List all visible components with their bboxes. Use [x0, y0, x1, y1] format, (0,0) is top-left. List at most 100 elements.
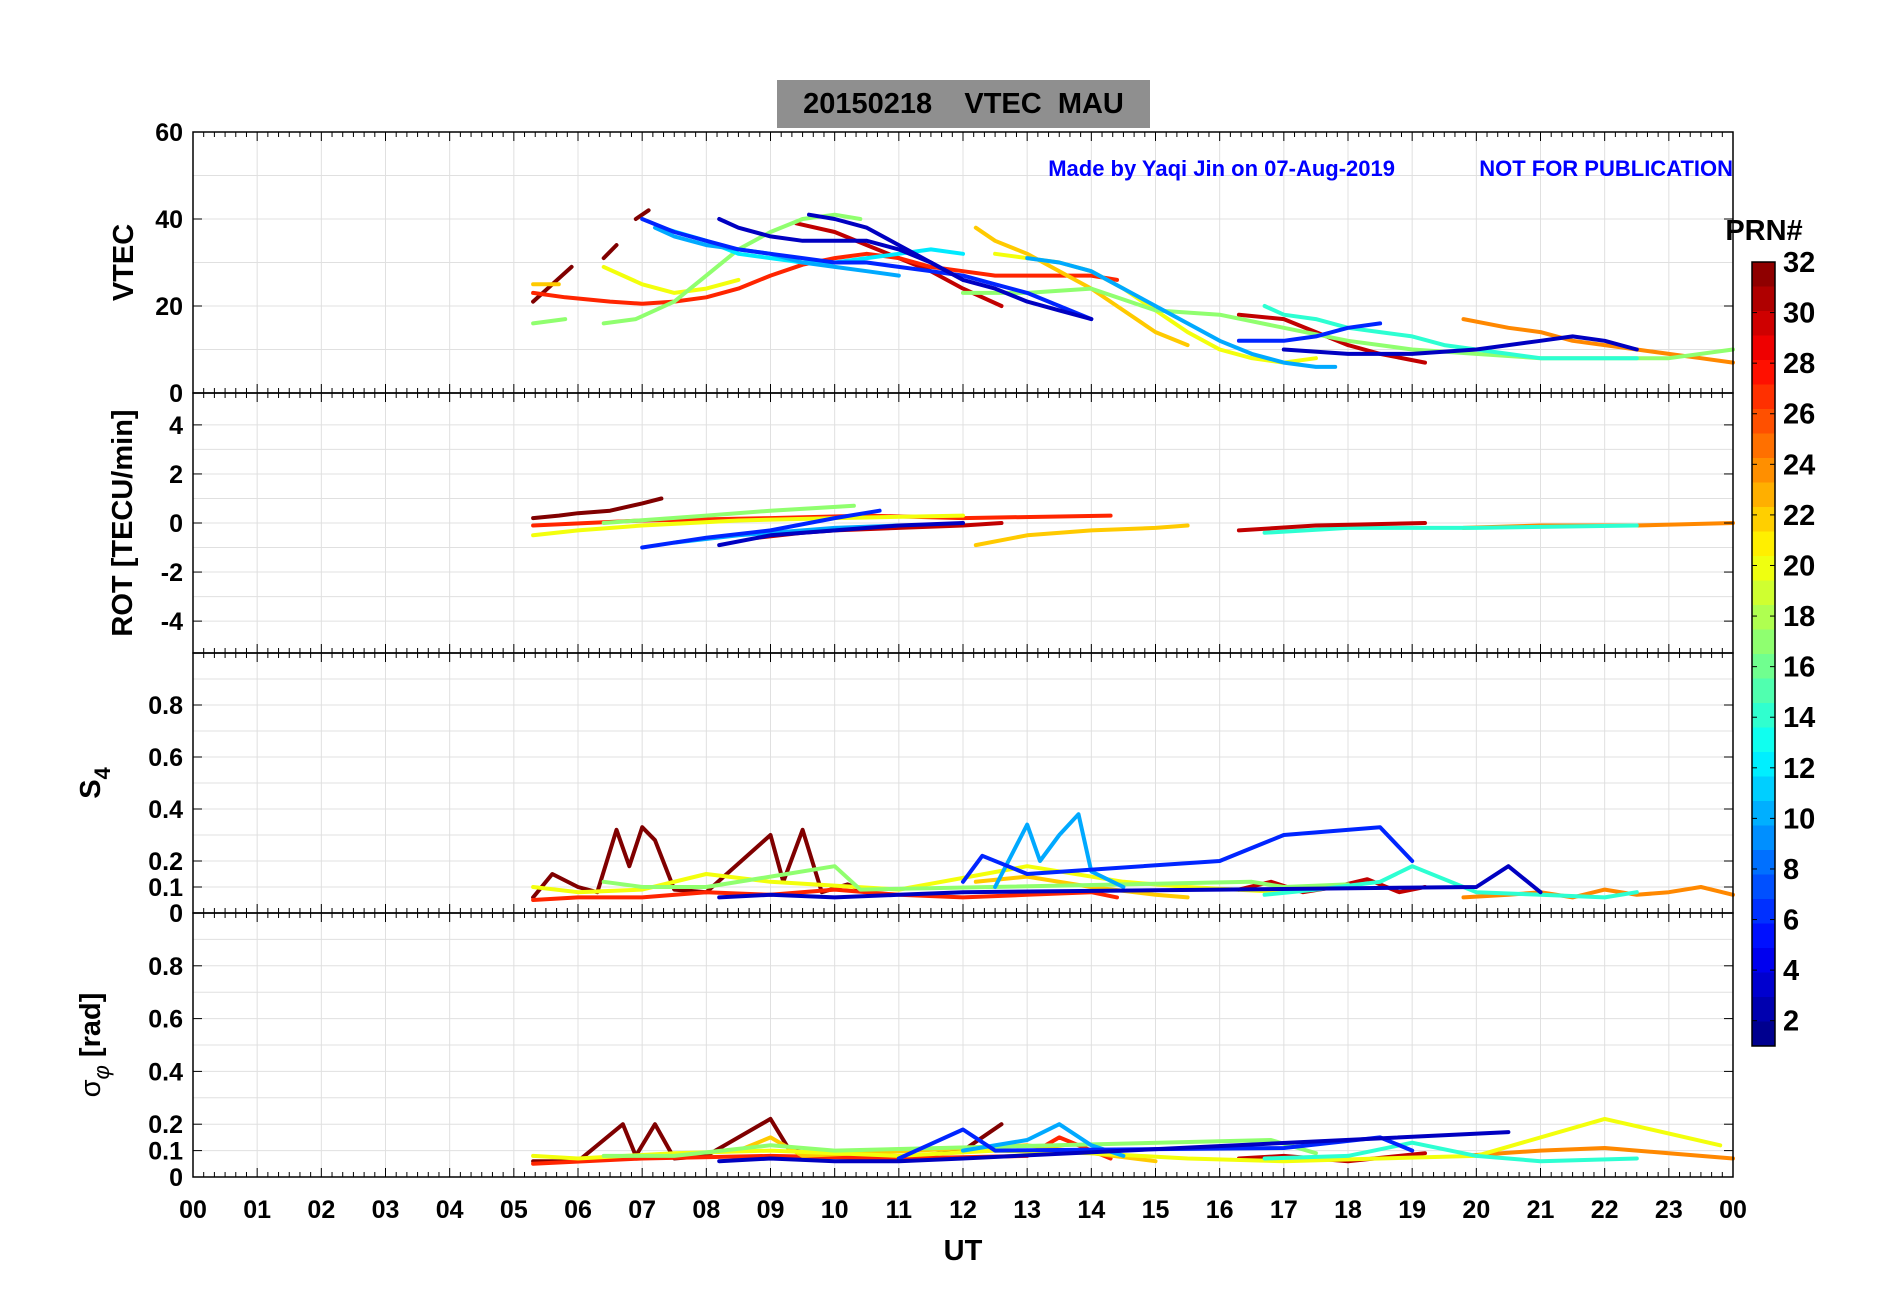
- grid: [193, 132, 1733, 393]
- series-line: [717, 864, 1543, 900]
- grid: [193, 913, 1733, 1177]
- y-tick-label: 0.2: [148, 848, 183, 876]
- x-tick-label: 04: [436, 1196, 464, 1224]
- colorbar-tick-label: 4: [1783, 955, 1799, 987]
- series-line: [1025, 256, 1338, 369]
- chart-title: 20150218 VTEC MAU: [777, 80, 1150, 128]
- series-line: [717, 1130, 1511, 1164]
- x-ticks: [192, 913, 1734, 1177]
- x-tick-label: 21: [1527, 1196, 1555, 1224]
- x-tick-label: 02: [307, 1196, 335, 1224]
- y-tick-label: 0: [169, 380, 183, 408]
- x-tick-label: 07: [628, 1196, 656, 1224]
- y-tick-label: 2: [169, 461, 183, 489]
- x-tick-label: 15: [1142, 1196, 1170, 1224]
- series-line: [1281, 334, 1639, 356]
- x-tick-label: 03: [372, 1196, 400, 1224]
- series-line: [531, 825, 876, 900]
- x-tick-label: 08: [692, 1196, 720, 1224]
- x-ticks: [192, 653, 1734, 913]
- x-tick-label: 13: [1013, 1196, 1041, 1224]
- y-tick-label: 0.6: [148, 1006, 183, 1034]
- colorbar-tick-label: 22: [1783, 500, 1815, 532]
- y-tick-label: 0.4: [148, 796, 183, 824]
- x-tick-label: 16: [1206, 1196, 1234, 1224]
- x-tick-label: 09: [757, 1196, 785, 1224]
- colorbar-tick-label: 24: [1783, 449, 1815, 481]
- series-line: [717, 521, 965, 548]
- panel-1: 60 40 20 0 VTEC Made by Yaqi Jin on 07-Aug-20…: [108, 119, 1735, 408]
- x-tick-label: 00: [1719, 1196, 1747, 1224]
- grid: [193, 653, 1733, 913]
- y-tick-label: 0: [169, 900, 183, 928]
- series-line: [640, 508, 882, 550]
- x-tick-label: 10: [821, 1196, 849, 1224]
- series-line: [973, 225, 1190, 348]
- series-line: [973, 874, 1190, 900]
- series-line: [601, 243, 619, 261]
- y-tick-label: 0.6: [148, 744, 183, 772]
- x-tick-label: 05: [500, 1196, 528, 1224]
- x-ticks: [192, 132, 1734, 393]
- series-line: [1262, 523, 1639, 535]
- series-line: [1262, 304, 1639, 361]
- colorbar-label: PRN#: [1725, 215, 1802, 247]
- colorbar-tick-label: 10: [1783, 803, 1815, 835]
- grid: [193, 393, 1733, 653]
- series-line: [1262, 1140, 1639, 1164]
- x-tick-label: 06: [564, 1196, 592, 1224]
- series-line: [531, 887, 1119, 902]
- y-tick-label: 0.1: [148, 1138, 183, 1166]
- series-line: [1236, 321, 1383, 343]
- series-line: [640, 217, 1094, 322]
- x-tick-label: 22: [1591, 1196, 1619, 1224]
- colorbar-tick-label: 28: [1783, 348, 1815, 380]
- y-axis-label: S4: [75, 766, 115, 798]
- y-tick-label: 0.8: [148, 692, 183, 720]
- y-axis-label: VTEC: [108, 224, 140, 301]
- y-tick-label: 40: [155, 206, 183, 234]
- y-axis-label: ROT [TECU/min]: [107, 409, 139, 636]
- series-line: [1461, 1146, 1735, 1161]
- y-tick-label: 0.8: [148, 953, 183, 981]
- y-tick-label: 20: [155, 293, 183, 321]
- panel-2: 4 2 0 -2 -4 ROT [TECU/min]: [107, 392, 1735, 654]
- series-line: [531, 317, 568, 326]
- series-line: [601, 864, 1350, 892]
- panel-3: 0.8 0.6 0.4 0.20.10 S4: [75, 652, 1735, 928]
- series-line: [1236, 521, 1427, 533]
- y-tick-label: 0: [169, 510, 183, 538]
- colorbar-tick-label: 32: [1783, 247, 1815, 279]
- x-axis: 00 01 02 03 04 05 06 07 08 09 10 11 12 13 14 15 16 17 18 19…: [179, 1196, 1747, 1267]
- x-tick-label: 14: [1077, 1196, 1105, 1224]
- series-line: [1262, 864, 1639, 900]
- series-line: [601, 503, 856, 525]
- x-ticks: [192, 393, 1734, 653]
- series-group: [531, 208, 1735, 369]
- series-group: [531, 812, 1735, 902]
- series-line: [601, 264, 741, 295]
- x-tick-label: 01: [243, 1196, 271, 1224]
- x-tick-label: 23: [1655, 1196, 1683, 1224]
- series-line: [961, 825, 1415, 884]
- series-line: [807, 212, 1094, 322]
- x-tick-label: 12: [949, 1196, 977, 1224]
- colorbar-tick-label: 2: [1783, 1006, 1799, 1038]
- colorbar-tick-label: 30: [1783, 298, 1815, 330]
- colorbar-bar: [1751, 261, 1776, 1047]
- x-tick-label: 17: [1270, 1196, 1298, 1224]
- y-ticks: 4 2 0 -2 -4: [161, 412, 1733, 636]
- y-tick-label: 0.1: [148, 874, 183, 902]
- credit-text: Made by Yaqi Jin on 07-Aug-2019: [1048, 156, 1395, 181]
- colorbar-tick-label: 20: [1783, 550, 1815, 582]
- series-line: [633, 208, 651, 221]
- x-axis-label: UT: [944, 1235, 983, 1267]
- series-line: [531, 513, 965, 538]
- y-axis-label: σφ [rad]: [75, 993, 114, 1098]
- y-tick-label: 0: [169, 1164, 183, 1192]
- colorbar-tick-label: 12: [1783, 753, 1815, 785]
- y-tick-label: -4: [161, 608, 183, 636]
